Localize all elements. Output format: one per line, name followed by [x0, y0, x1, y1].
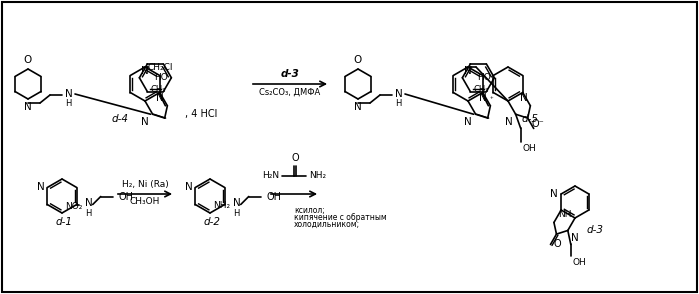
Text: N: N	[156, 93, 164, 103]
Text: кипячение с обратным: кипячение с обратным	[294, 213, 387, 222]
Text: OH: OH	[119, 191, 134, 201]
Text: , 4 HCl: , 4 HCl	[185, 109, 217, 119]
Text: O: O	[354, 55, 362, 65]
Text: OH: OH	[523, 144, 536, 153]
Text: O: O	[24, 55, 32, 65]
Text: N: N	[185, 181, 192, 191]
Text: Cs₂CO₃, ДМФА: Cs₂CO₃, ДМФА	[259, 88, 321, 96]
Text: O: O	[291, 153, 298, 163]
Text: N: N	[233, 198, 240, 208]
Text: ксилол;: ксилол;	[294, 206, 325, 215]
Text: NO₂: NO₂	[65, 202, 82, 211]
Text: HO: HO	[154, 73, 168, 82]
Text: H: H	[395, 99, 401, 108]
Text: d-5: d-5	[521, 114, 538, 124]
Text: N: N	[550, 189, 558, 199]
Text: холодильником;: холодильником;	[294, 220, 360, 229]
Text: OH: OH	[267, 191, 282, 201]
Text: d-3: d-3	[280, 69, 299, 79]
Text: N: N	[571, 233, 579, 243]
Text: d-3: d-3	[586, 225, 603, 235]
Text: O: O	[554, 240, 561, 250]
Text: CH₂Cl: CH₂Cl	[148, 63, 173, 71]
Text: OH: OH	[572, 258, 586, 268]
Text: d-2: d-2	[203, 217, 220, 227]
Text: N: N	[24, 102, 32, 112]
Text: N: N	[479, 93, 487, 103]
Text: N: N	[464, 66, 472, 76]
Text: N: N	[464, 117, 472, 127]
Text: N: N	[85, 198, 92, 208]
Text: O⁻: O⁻	[532, 119, 545, 129]
Text: H₂, Ni (Ra): H₂, Ni (Ra)	[122, 180, 168, 188]
Text: CH₃OH: CH₃OH	[130, 198, 160, 206]
Text: HO: HO	[477, 73, 491, 82]
Text: N: N	[519, 93, 527, 103]
Text: N: N	[65, 89, 73, 99]
Text: H₂N: H₂N	[262, 171, 279, 181]
Text: NH₂: NH₂	[309, 171, 326, 181]
Text: CH₃: CH₃	[473, 85, 489, 94]
Text: N: N	[36, 181, 44, 191]
Text: H: H	[233, 210, 239, 218]
Text: d-4: d-4	[112, 114, 129, 124]
Text: N: N	[354, 102, 362, 112]
Text: N: N	[395, 89, 403, 99]
Text: N: N	[505, 117, 512, 127]
Text: N: N	[141, 117, 149, 127]
Text: H: H	[65, 99, 71, 108]
Text: CH₃: CH₃	[150, 85, 166, 94]
Text: d-1: d-1	[55, 217, 73, 227]
Text: H: H	[85, 210, 91, 218]
Text: NH: NH	[558, 211, 572, 219]
Text: ⁺: ⁺	[489, 97, 493, 103]
Text: NH₂: NH₂	[213, 201, 230, 210]
Text: N: N	[141, 66, 149, 76]
